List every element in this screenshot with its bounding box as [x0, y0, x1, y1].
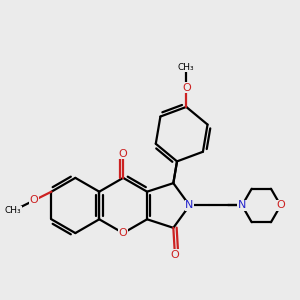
Text: N: N	[238, 200, 246, 211]
Text: O: O	[182, 82, 191, 93]
Text: N: N	[238, 200, 246, 211]
Text: O: O	[119, 228, 128, 238]
Text: O: O	[30, 195, 38, 205]
Text: CH₃: CH₃	[5, 206, 22, 215]
Text: CH₃: CH₃	[178, 63, 195, 72]
Text: N: N	[185, 200, 194, 211]
Text: O: O	[276, 200, 285, 211]
Text: O: O	[170, 250, 179, 260]
Text: O: O	[119, 149, 128, 159]
